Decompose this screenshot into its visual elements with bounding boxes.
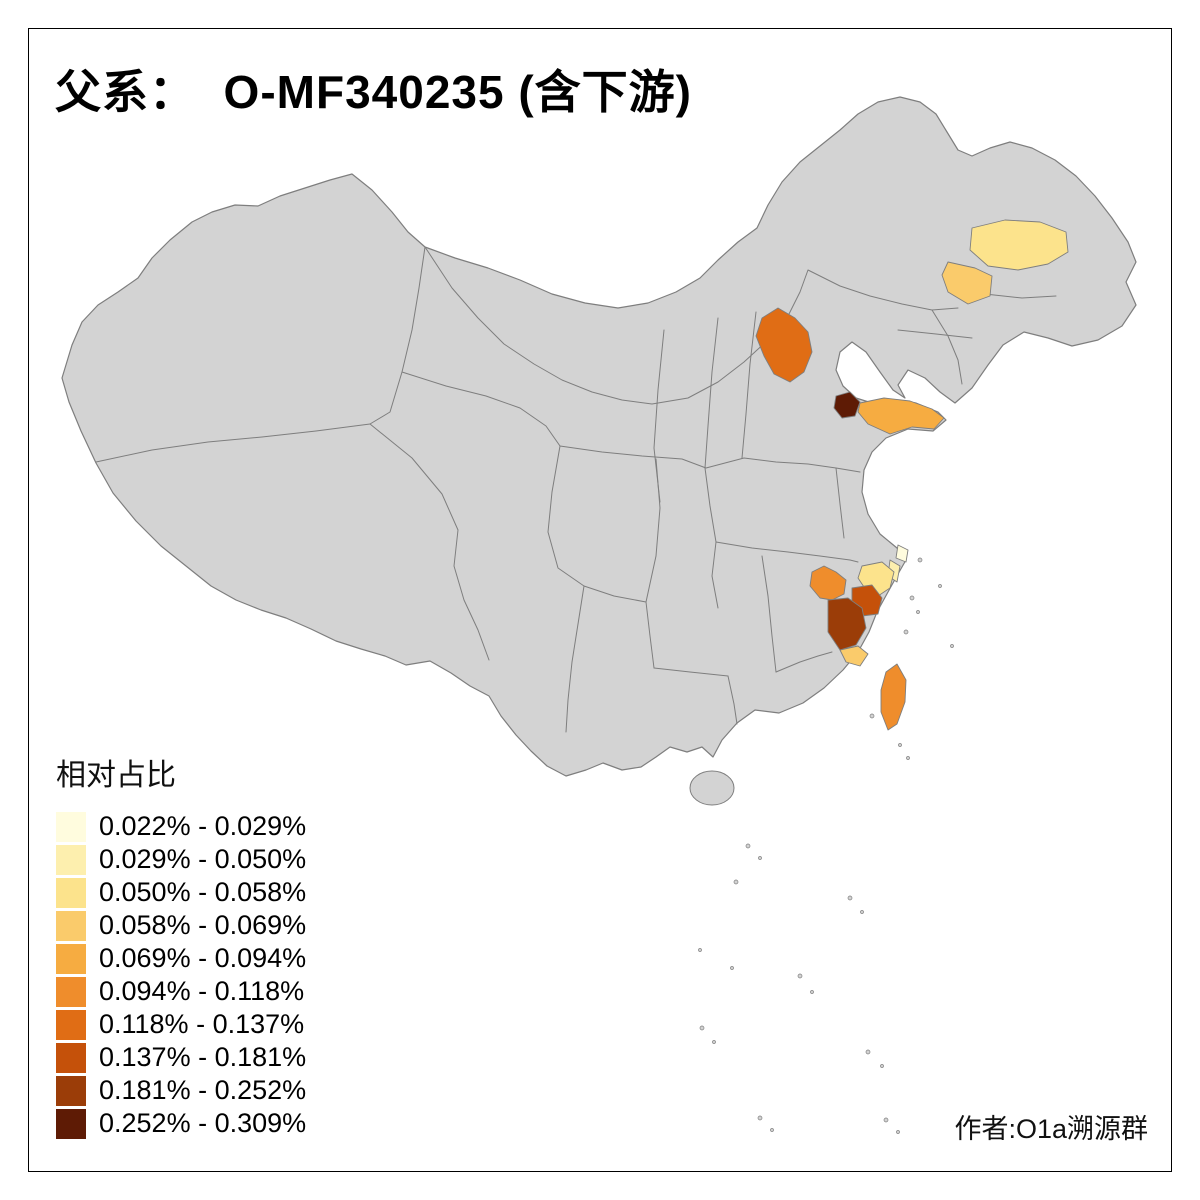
legend-label: 0.118% - 0.137% [99, 1009, 305, 1039]
legend-item: 0.050% - 0.058% [56, 876, 306, 909]
islet [745, 843, 751, 849]
border-northeast-4 [897, 329, 973, 339]
legend-swatch [56, 877, 86, 908]
region-southeast-dark-brown [827, 597, 867, 651]
islet [898, 743, 902, 747]
legend-swatch [56, 910, 86, 941]
author-credit: 作者:O1a溯源群 [954, 1114, 1148, 1144]
border-guangdong-fujian [775, 651, 833, 673]
province-borders [95, 246, 1057, 733]
legend-item: 0.029% - 0.050% [56, 843, 306, 876]
islet [883, 1117, 889, 1123]
islet [909, 595, 915, 601]
sea-islets [698, 557, 954, 1134]
border-inner-mongolia-south [424, 246, 813, 405]
border-shanxi-hebei [741, 311, 757, 459]
legend-swatch [56, 811, 86, 842]
legend-item: 0.069% - 0.094% [56, 942, 306, 975]
islet [869, 713, 875, 719]
legend-swatch [56, 1075, 86, 1106]
islet [865, 1049, 871, 1055]
border-guangxi-guangdong [727, 675, 738, 725]
border-shanxi-west [704, 317, 719, 469]
islet [730, 966, 734, 970]
china-mainland [61, 96, 1137, 777]
region-shanghai [895, 544, 909, 563]
islet [712, 1040, 716, 1044]
region-northeast-upper [969, 219, 1069, 271]
border-hunan-jiangxi [761, 555, 777, 673]
islet [757, 1115, 763, 1121]
legend-item: 0.058% - 0.069% [56, 909, 306, 942]
border-yunnan-east [565, 585, 585, 733]
islet [860, 910, 864, 914]
legend-swatch [56, 976, 86, 1007]
legend-item: 0.137% - 0.181% [56, 1041, 306, 1074]
colored-regions [755, 219, 1069, 731]
legend: 相对占比 0.022% - 0.029% 0.029% - 0.050% 0.0… [56, 750, 306, 1140]
legend-swatch [56, 1108, 86, 1139]
islet [770, 1128, 774, 1132]
islet [880, 1064, 884, 1068]
border-sichuan-east [645, 458, 661, 603]
islet [950, 644, 954, 648]
legend-swatch [56, 844, 86, 875]
region-shandong-peninsula [857, 397, 945, 435]
legend-item: 0.252% - 0.309% [56, 1107, 306, 1140]
border-northeast-1 [811, 271, 959, 311]
border-northeast-2 [931, 309, 963, 385]
border-yangtze-mid [715, 541, 859, 563]
islet [698, 948, 702, 952]
legend-swatch [56, 1009, 86, 1040]
region-northeast-lower [941, 261, 993, 305]
legend-item: 0.118% - 0.137% [56, 1008, 306, 1041]
legend-label: 0.029% - 0.050% [99, 844, 307, 874]
region-hebei [755, 307, 813, 383]
islet [810, 990, 814, 994]
border-anhui-jiangsu [835, 467, 845, 539]
border-xinjiang-east [369, 246, 426, 425]
border-xinjiang-south [95, 423, 371, 463]
legend-item: 0.022% - 0.029% [56, 810, 306, 843]
legend-label: 0.058% - 0.069% [99, 910, 307, 940]
islet [896, 1130, 900, 1134]
legend-label: 0.137% - 0.181% [99, 1042, 307, 1072]
border-guizhou-east [645, 601, 655, 669]
border-central-north [559, 445, 861, 473]
legend-title: 相对占比 [56, 759, 176, 792]
islet [699, 1025, 705, 1031]
islet [903, 629, 909, 635]
legend-label: 0.252% - 0.309% [99, 1108, 307, 1138]
legend-item: 0.181% - 0.252% [56, 1074, 306, 1107]
region-taiwan [880, 663, 907, 731]
legend-label: 0.181% - 0.252% [99, 1075, 307, 1105]
region-tianjin-dark-spot [833, 391, 861, 419]
islet [758, 856, 762, 860]
border-guangxi-north [653, 667, 729, 677]
legend-label: 0.022% - 0.029% [99, 811, 307, 841]
page-title: 父系： O-MF340235 (含下游) [55, 66, 692, 118]
islet [938, 584, 942, 588]
region-southeast-orange [809, 565, 847, 601]
islet [733, 879, 739, 885]
islet [917, 557, 923, 563]
islet [797, 973, 803, 979]
border-tibet-east [369, 423, 490, 661]
islet [916, 610, 920, 614]
legend-label: 0.094% - 0.118% [99, 976, 305, 1006]
legend-label: 0.069% - 0.094% [99, 943, 307, 973]
border-sichuan-west [547, 445, 561, 533]
region-fujian-coast [839, 645, 869, 667]
legend-item: 0.094% - 0.118% [56, 975, 306, 1008]
border-qinghai-north [401, 371, 561, 447]
legend-swatch [56, 1042, 86, 1073]
legend-swatch [56, 943, 86, 974]
islet [906, 756, 910, 760]
islet [847, 895, 853, 901]
legend-label: 0.050% - 0.058% [99, 877, 307, 907]
hainan-island [689, 770, 735, 806]
